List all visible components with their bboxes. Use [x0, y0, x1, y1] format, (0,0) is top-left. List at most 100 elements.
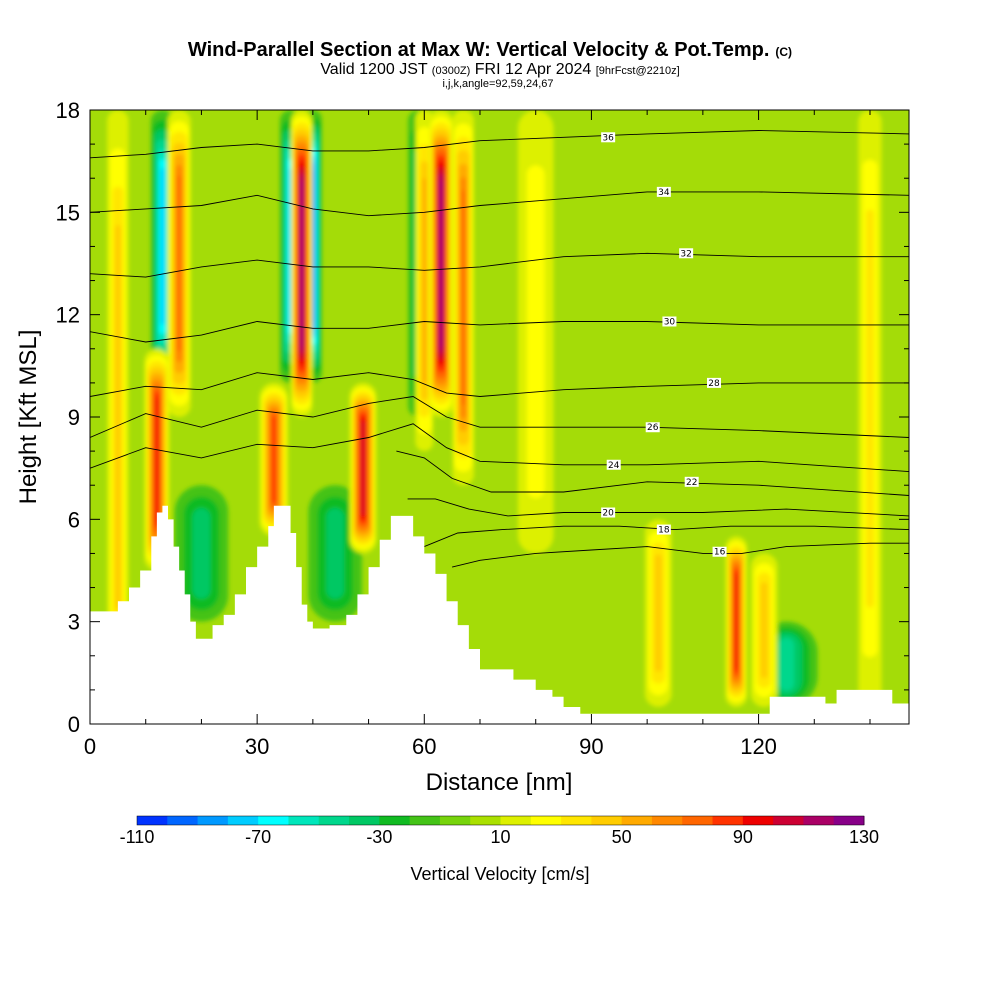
x-tick-label: 60 [412, 734, 436, 759]
isentrope-line [90, 423, 909, 473]
x-tick-label: 30 [245, 734, 269, 759]
colorbar-tick-label: 50 [612, 827, 632, 847]
x-tick-label: 90 [579, 734, 603, 759]
terrain-mask [90, 505, 909, 724]
plot-area: 16 18 20 22 24 26 28 30 32 34 36 [90, 110, 909, 724]
colorbar-tick-label: 10 [490, 827, 510, 847]
isentrope-label: 22 [686, 478, 697, 488]
updraft-plume [526, 165, 545, 499]
colorbar-label: Vertical Velocity [cm/s] [410, 864, 589, 884]
colorbar-swatch [833, 816, 865, 825]
updraft-plume [461, 190, 465, 405]
isentrope-line [90, 252, 909, 278]
x-tick-label: 120 [740, 734, 777, 759]
updraft-plume [300, 180, 303, 347]
colorbar-swatch [349, 816, 380, 825]
updraft-plume [654, 554, 662, 672]
colorbar-frame [136, 815, 865, 826]
isentrope-label-bg [679, 248, 694, 259]
colorbar-swatch [651, 816, 683, 825]
colorbar-swatch [137, 816, 168, 825]
colorbar-swatch [470, 816, 501, 825]
x-tick-label: 0 [84, 734, 96, 759]
isentrope-line [451, 542, 909, 568]
updraft-plume [866, 209, 874, 608]
colorbar-tick-label: -30 [366, 827, 392, 847]
colorbar: -110 -70 -30 10 50 90 130 [120, 815, 879, 847]
colorbar-swatch [227, 816, 259, 825]
y-tick-label: 9 [68, 405, 80, 430]
colorbar-tick-label: -70 [245, 827, 271, 847]
updraft-plume [760, 582, 768, 679]
colorbar-swatch [197, 816, 229, 825]
colorbar-tick-label: 130 [849, 827, 879, 847]
colorbar-swatch [803, 816, 835, 825]
colorbar-swatch [591, 816, 623, 825]
updraft-plume [440, 180, 442, 347]
downdraft-plume [192, 507, 211, 599]
isentrope-label-bg [712, 546, 727, 557]
isentrope-label: 34 [658, 188, 670, 198]
isentrope-label: 28 [708, 379, 720, 389]
downdraft-plume [778, 637, 795, 691]
isentrope-label-bg [656, 186, 671, 197]
colorbar-swatch [288, 816, 320, 825]
isentrope-label-bg [662, 316, 677, 327]
colorbar-swatch [409, 816, 441, 825]
updraft-plume [735, 574, 738, 670]
isentrope-label: 18 [658, 526, 670, 536]
isentrope-label: 16 [714, 548, 726, 558]
isentrope-label-bg [656, 524, 671, 535]
isentrope-label-bg [606, 459, 621, 470]
updraft-plume [155, 398, 159, 522]
downdraft-plume [326, 507, 345, 599]
colorbar-swatch [258, 816, 289, 825]
isentrope-line [90, 130, 909, 159]
downdraft-plume [160, 168, 165, 325]
potential-temperature-contours: 16 18 20 22 24 26 28 30 32 34 36 [90, 130, 909, 568]
colorbar-swatch [318, 816, 350, 825]
colorbar-swatch [500, 816, 532, 825]
y-tick-label: 15 [56, 200, 80, 225]
updraft-plume [177, 175, 181, 352]
y-axis-title: Height [Kft MSL] [15, 330, 42, 505]
colorbar-swatch [742, 816, 774, 825]
chart-title: Wind-Parallel Section at Max W: Vertical… [188, 39, 792, 61]
isentrope-line [407, 498, 909, 517]
copyright-mark: (C) [775, 45, 792, 59]
vertical-velocity-field [107, 110, 882, 724]
isentrope-line [424, 525, 909, 548]
isentrope-label-bg [601, 507, 616, 518]
isentrope-label: 24 [608, 461, 620, 471]
colorbar-tick-label: -110 [120, 827, 155, 847]
updraft-plume [422, 178, 427, 383]
colorbar-swatch [379, 816, 411, 825]
isentrope-label-bg [684, 476, 699, 487]
colorbar-swatch [712, 816, 744, 825]
y-tick-label: 18 [56, 98, 80, 123]
isentrope-label-bg [645, 422, 660, 433]
isentrope-label: 32 [680, 249, 691, 259]
isentrope-label: 30 [664, 317, 676, 327]
isentrope-label: 26 [647, 423, 659, 433]
isentrope-label-bg [601, 132, 616, 143]
updraft-plume [272, 416, 276, 503]
colorbar-swatch [530, 816, 562, 825]
y-tick-label: 0 [68, 712, 80, 737]
isentrope-line [90, 372, 909, 397]
colorbar-swatch [621, 816, 653, 825]
isentrope-line [396, 450, 909, 496]
colorbar-tick-label: 90 [733, 827, 753, 847]
updraft-plume [361, 421, 365, 516]
updraft-plume [115, 225, 121, 609]
y-tick-label: 6 [68, 507, 80, 532]
y-tick-label: 3 [68, 610, 80, 635]
colorbar-swatch [167, 816, 199, 825]
chart-subtitle: Valid 1200 JST (0300Z) FRI 12 Apr 2024 [… [320, 61, 679, 78]
isentrope-label: 36 [602, 133, 614, 143]
colorbar-swatch [561, 816, 592, 825]
y-tick-label: 12 [56, 303, 80, 328]
colorbar-swatch [682, 816, 714, 825]
